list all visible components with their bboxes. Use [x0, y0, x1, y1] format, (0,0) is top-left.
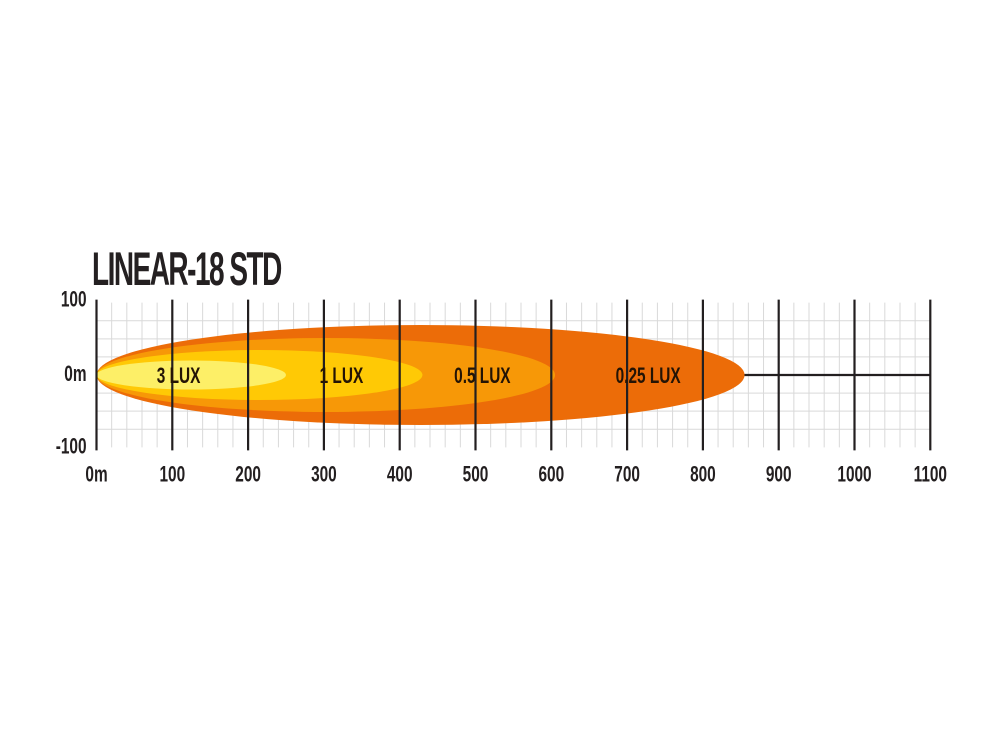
svg-text:800: 800: [690, 463, 716, 487]
svg-text:-100: -100: [56, 435, 87, 459]
svg-text:300: 300: [311, 463, 337, 487]
svg-text:100: 100: [61, 288, 87, 312]
svg-text:1000: 1000: [837, 463, 871, 487]
svg-text:0.5 LUX: 0.5 LUX: [454, 364, 511, 388]
svg-text:0m: 0m: [85, 463, 107, 487]
svg-text:100: 100: [159, 463, 185, 487]
svg-text:900: 900: [766, 463, 792, 487]
svg-text:LINEAR-18 STD: LINEAR-18 STD: [92, 244, 282, 296]
svg-text:1100: 1100: [914, 463, 947, 487]
svg-text:600: 600: [538, 463, 564, 487]
svg-text:1 LUX: 1 LUX: [320, 364, 364, 388]
svg-text:0.25 LUX: 0.25 LUX: [616, 364, 681, 388]
svg-text:0m: 0m: [64, 362, 86, 386]
svg-text:3 LUX: 3 LUX: [157, 364, 201, 388]
svg-text:200: 200: [235, 463, 261, 487]
svg-text:400: 400: [387, 463, 413, 487]
svg-text:500: 500: [463, 463, 489, 487]
svg-text:700: 700: [614, 463, 640, 487]
